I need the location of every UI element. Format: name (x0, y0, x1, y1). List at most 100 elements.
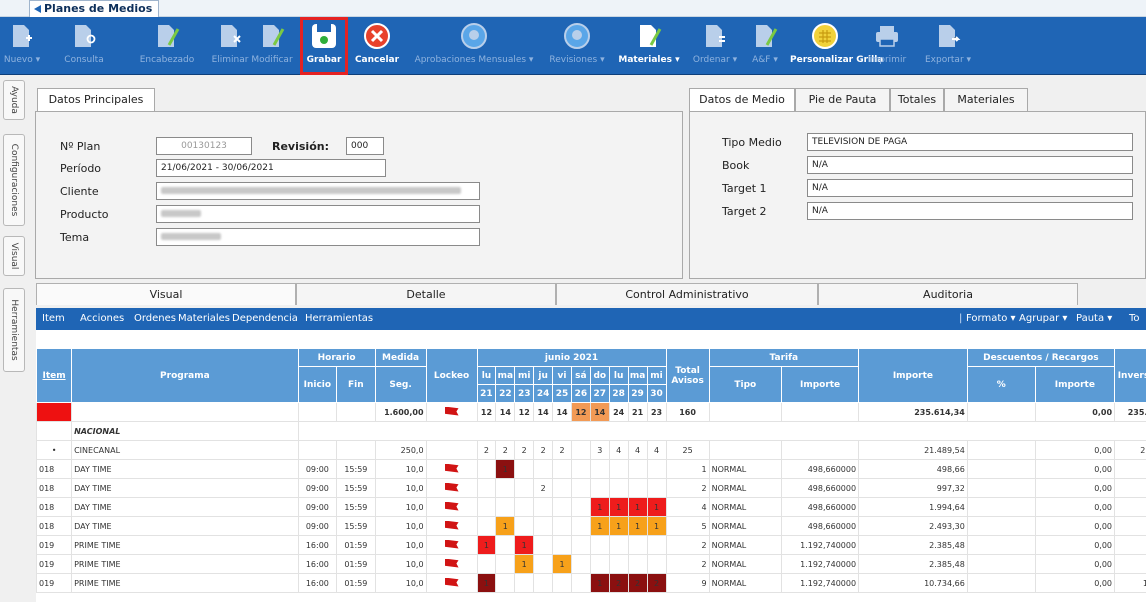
day-cell[interactable] (514, 573, 535, 593)
grabar-button[interactable]: Grabar (300, 17, 348, 75)
group-row[interactable]: NACIONAL (36, 421, 1146, 441)
day-cell[interactable]: 1 (646, 516, 667, 536)
day-cell[interactable]: 2 (646, 573, 667, 593)
eliminar-button[interactable]: Eliminar (210, 17, 250, 75)
day-cell[interactable] (608, 554, 629, 574)
day-cell[interactable]: 1 (589, 497, 610, 517)
day-cell[interactable] (589, 478, 610, 498)
day-cell[interactable] (646, 478, 667, 498)
revision-field[interactable]: 000 (346, 137, 384, 155)
tab-materiales[interactable]: Materiales (944, 88, 1028, 112)
tipo-medio-field[interactable]: TELEVISION DE PAGA (807, 133, 1133, 151)
tab-detalle[interactable]: Detalle (296, 283, 556, 305)
menu-herramientas[interactable]: Herramientas (305, 313, 374, 324)
side-tab-visual[interactable]: Visual (3, 236, 25, 276)
table-row[interactable]: 019 PRIME TIME 16:00 01:59 10,0 1 1 2 NORMAL 1.19… (36, 554, 1146, 574)
menu-right-3[interactable]: To (1129, 313, 1140, 324)
day-cell[interactable] (627, 459, 648, 479)
day-cell[interactable] (533, 497, 554, 517)
day-cell[interactable] (514, 459, 535, 479)
revisiones-button[interactable]: Revisiones ▾ (544, 17, 610, 75)
day-cell[interactable] (627, 478, 648, 498)
tab-datos-principales[interactable]: Datos Principales (37, 88, 155, 112)
day-cell[interactable] (570, 554, 591, 574)
day-cell[interactable]: 1 (627, 497, 648, 517)
day-cell[interactable]: 1 (589, 573, 610, 593)
day-cell[interactable] (476, 497, 497, 517)
tab-control-administrativo[interactable]: Control Administrativo (556, 283, 818, 305)
day-cell[interactable] (552, 516, 572, 536)
flag-icon[interactable] (444, 406, 459, 416)
day-cell[interactable] (627, 535, 648, 555)
day-cell[interactable] (495, 535, 516, 555)
day-cell[interactable] (495, 497, 516, 517)
producto-field[interactable] (156, 205, 480, 223)
summary-row[interactable]: 1.600,00 12 14 12 14 14 12 14 24 21 23 160 235.614,3… (36, 402, 1146, 422)
day-cell[interactable] (608, 459, 629, 479)
flag-icon[interactable] (444, 520, 459, 530)
day-cell[interactable] (608, 478, 629, 498)
cliente-field[interactable] (156, 182, 480, 200)
tab-visual[interactable]: Visual (36, 283, 296, 305)
day-cell[interactable] (646, 459, 667, 479)
flag-icon[interactable] (444, 539, 459, 549)
plan-field[interactable]: 00130123 (156, 137, 252, 155)
day-cell[interactable] (514, 478, 535, 498)
book-field[interactable]: N/A (807, 156, 1133, 174)
day-cell[interactable] (495, 478, 516, 498)
side-tab-ayuda[interactable]: Ayuda (3, 80, 25, 120)
document-tab[interactable]: Planes de Medios (29, 0, 160, 17)
day-cell[interactable] (533, 573, 554, 593)
side-tab-configuraciones[interactable]: Configuraciones (3, 134, 25, 226)
exportar-button[interactable]: Exportar ▾ (918, 17, 978, 75)
subgroup-row[interactable]: • CINECANAL 250,0 2 2 2 2 2 3 4 4 4 25 21.489,54 0,00 2… (36, 440, 1146, 460)
menu-right-2[interactable]: Pauta ▾ (1076, 313, 1113, 324)
target-2-field[interactable]: N/A (807, 202, 1133, 220)
day-cell[interactable]: 1 (646, 497, 667, 517)
day-cell[interactable] (476, 478, 497, 498)
menu-right-0[interactable]: Formato ▾ (966, 313, 1016, 324)
day-cell[interactable]: 2 (608, 573, 629, 593)
side-tab-herramientas[interactable]: Herramientas (3, 288, 25, 372)
day-cell[interactable] (552, 459, 572, 479)
day-cell[interactable]: 1 (476, 535, 497, 555)
materiales-button[interactable]: Materiales ▾ (612, 17, 686, 75)
tab-totales[interactable]: Totales (890, 88, 944, 112)
imprimir-button[interactable]: Imprimir (862, 17, 912, 75)
day-cell[interactable]: 1 (627, 516, 648, 536)
table-row[interactable]: 018 DAY TIME 09:00 15:59 10,0 1 1 1 1 4 NORMAL 498,… (36, 497, 1146, 517)
day-cell[interactable] (495, 573, 516, 593)
menu-right-1[interactable]: Agrupar ▾ (1019, 313, 1068, 324)
menu-materiales[interactable]: Materiales (178, 313, 230, 324)
day-cell[interactable]: 1 (552, 554, 572, 574)
day-cell[interactable] (627, 554, 648, 574)
day-cell[interactable] (552, 497, 572, 517)
tema-field[interactable] (156, 228, 480, 246)
tab-auditoria[interactable]: Auditoria (818, 283, 1078, 305)
tab-pie-de-pauta[interactable]: Pie de Pauta (795, 88, 890, 112)
nuevo-button[interactable]: Nuevo ▾ (0, 17, 44, 75)
day-cell[interactable] (646, 535, 667, 555)
flag-icon[interactable] (444, 558, 459, 568)
day-cell[interactable] (589, 554, 610, 574)
day-cell[interactable]: 1 (514, 535, 535, 555)
table-row[interactable]: 018 DAY TIME 09:00 15:59 10,0 1 1 NORMAL 498,660… (36, 459, 1146, 479)
day-cell[interactable] (589, 535, 610, 555)
day-cell[interactable] (552, 478, 572, 498)
flag-icon[interactable] (444, 501, 459, 511)
periodo-field[interactable]: 21/06/2021 - 30/06/2021 (156, 159, 386, 177)
day-cell[interactable] (570, 535, 591, 555)
cancelar-button[interactable]: Cancelar (352, 17, 402, 75)
tab-datos-de-medio[interactable]: Datos de Medio (689, 88, 795, 112)
day-cell[interactable] (608, 535, 629, 555)
table-row[interactable]: 019 PRIME TIME 16:00 01:59 10,0 1 1 2 NORMAL 1.19… (36, 535, 1146, 555)
flag-icon[interactable] (444, 463, 459, 473)
day-cell[interactable] (514, 516, 535, 536)
ordenar-button[interactable]: Ordenar ▾ (690, 17, 740, 75)
aprobaciones-mensuales-button[interactable]: Aprobaciones Mensuales ▾ (404, 17, 544, 75)
day-cell[interactable] (570, 573, 591, 593)
day-cell[interactable] (589, 459, 610, 479)
day-cell[interactable]: 1 (608, 516, 629, 536)
day-cell[interactable] (476, 459, 497, 479)
day-cell[interactable] (646, 554, 667, 574)
